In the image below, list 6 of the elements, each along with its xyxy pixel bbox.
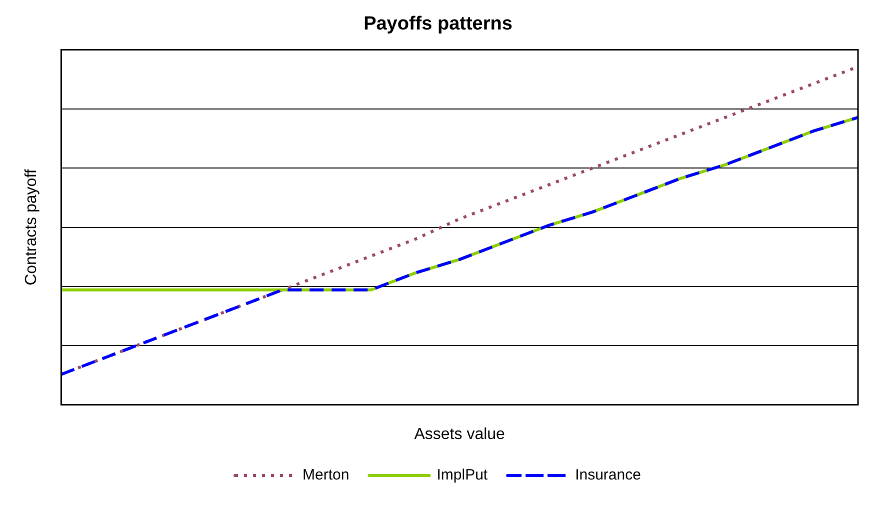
chart-title: Payoffs patterns xyxy=(364,14,512,35)
legend-label: Merton xyxy=(302,466,350,484)
legend-label: ImplPut xyxy=(436,466,488,484)
legend-label: Insurance xyxy=(575,466,641,484)
x-axis-title: Assets value xyxy=(414,426,506,443)
y-axis-title: Contracts payoff xyxy=(23,168,40,286)
